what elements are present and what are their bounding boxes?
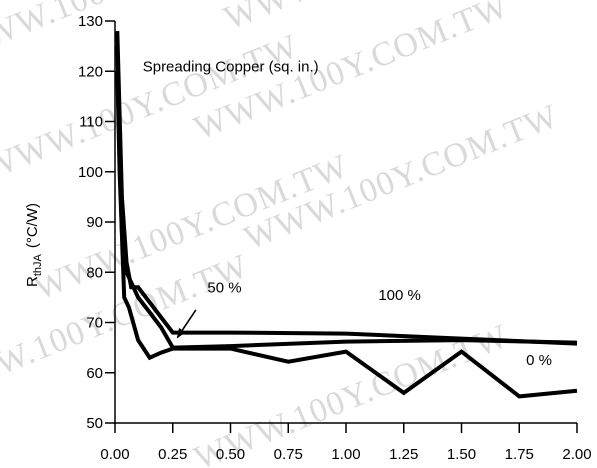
x-tick-label: 0.50	[216, 446, 245, 463]
annotation-label: 0 %	[526, 352, 552, 369]
x-tick-label: 1.00	[331, 446, 360, 463]
series-line-3	[115, 71, 578, 399]
y-tick-label: 80	[86, 264, 103, 281]
x-tick-label: 0.00	[100, 446, 129, 463]
y-tick-label: 50	[86, 415, 103, 432]
y-axis-title: RthJA (°C/W)	[24, 203, 44, 287]
annotation-label: Spreading Copper (sq. in.)	[143, 58, 319, 75]
x-tick-label: 1.75	[505, 446, 534, 463]
y-tick-label: 70	[86, 315, 103, 332]
y-axis-title-sub: thJA	[32, 253, 44, 276]
x-tick-label: 0.25	[158, 446, 187, 463]
y-tick-label: 110	[79, 114, 103, 131]
x-tick-label: 1.25	[389, 446, 418, 463]
x-tick-label: 1.50	[447, 446, 476, 463]
plot-area: 50 60 70 80 90 100 110 120 130 0.00 0.25 0.50 0.75 1.…	[78, 13, 592, 463]
y-tick-label: 90	[86, 214, 103, 231]
annotation-label: 100 %	[378, 287, 421, 304]
y-tick-label: 100	[78, 164, 103, 181]
series-line-2	[115, 46, 578, 350]
y-tick-label: 130	[78, 13, 103, 30]
y-tick-label: 60	[86, 365, 103, 382]
x-tick-label: 2.00	[562, 446, 591, 463]
annotation-arrow	[176, 309, 197, 339]
x-tick-label: 0.75	[274, 446, 303, 463]
y-axis-title-unit: (°C/W)	[24, 203, 41, 248]
y-tick-label: 120	[78, 63, 103, 80]
annotation-label: 50 %	[207, 279, 241, 296]
y-axis-title-main: R	[24, 276, 41, 287]
